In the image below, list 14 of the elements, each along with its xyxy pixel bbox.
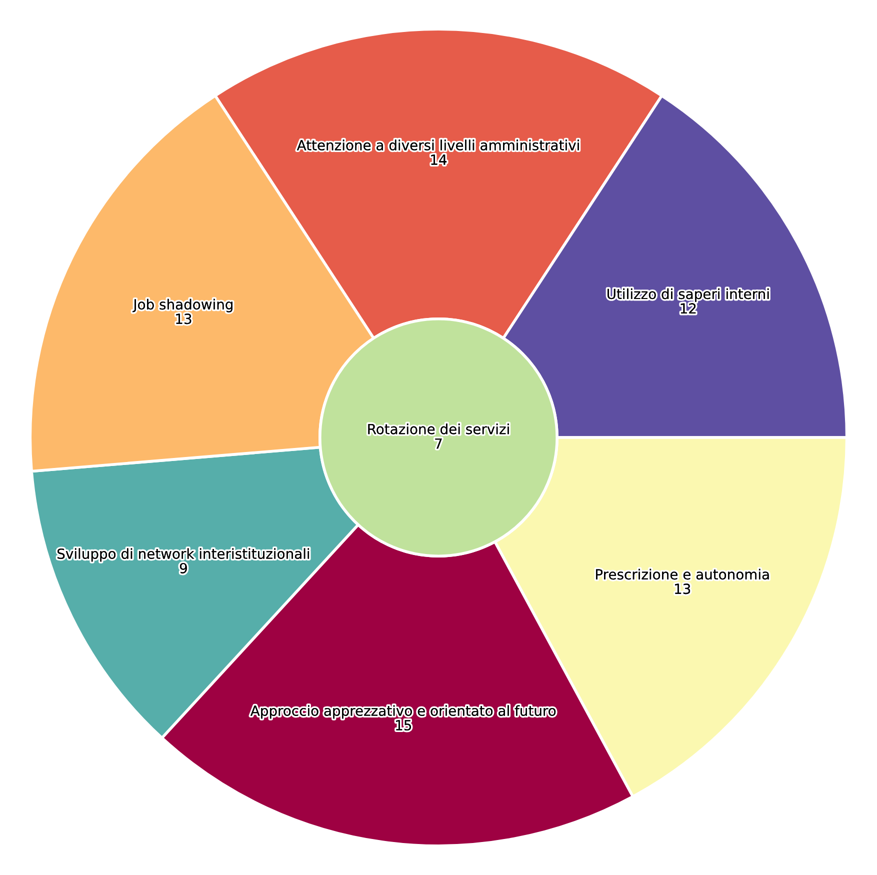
category-label: Rotazione dei servizi — [368, 424, 509, 434]
category-label: Attenzione a diversi livelli amministrativi — [296, 140, 579, 150]
category-label: Utilizzo di saperi interni — [608, 288, 769, 302]
category-label: Sviluppo di network interistituzionali — [58, 548, 310, 562]
data-label: 13 — [675, 584, 690, 594]
category-label: Job shadowing — [132, 298, 232, 312]
data-label: 12 — [680, 303, 696, 314]
data-label: 9 — [180, 562, 187, 574]
category-label: Prescrizione e autonomia — [596, 568, 769, 580]
data-label: 15 — [396, 720, 412, 730]
data-label: 7 — [435, 438, 442, 449]
data-label: 14 — [431, 154, 447, 165]
category-label: Approccio apprezzativo e orientato al futuro — [250, 705, 556, 719]
data-label: 13 — [176, 314, 192, 324]
